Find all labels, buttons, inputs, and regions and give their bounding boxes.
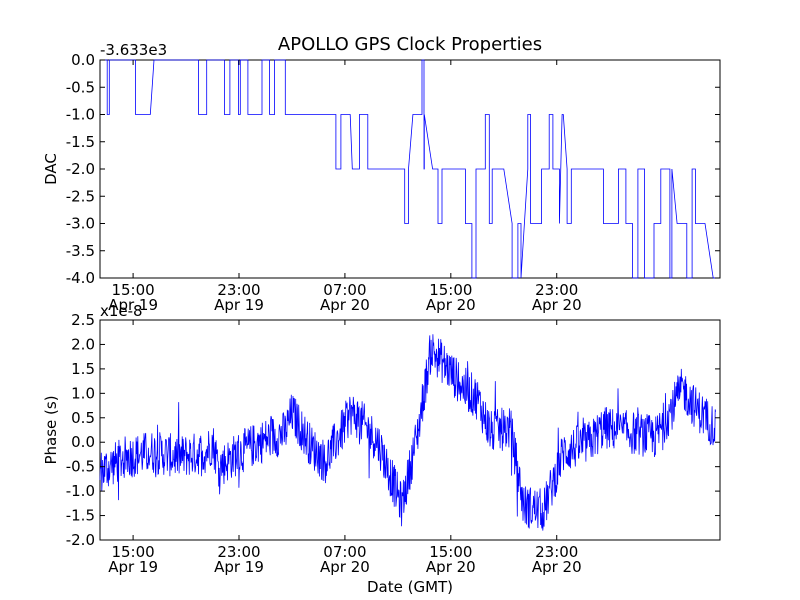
top-xtick-time: 15:00 xyxy=(111,281,154,299)
top-series-line xyxy=(100,59,716,279)
bottom-xtick-date: Apr 20 xyxy=(426,558,476,576)
top-xtick-time: 23:00 xyxy=(217,281,260,299)
top-xtick-date: Apr 19 xyxy=(214,296,264,314)
bottom-xtick-time: 23:00 xyxy=(535,543,578,561)
bottom-offset-text: x1e-8 xyxy=(100,302,143,320)
bottom-ylabel: Phase (s) xyxy=(42,395,60,464)
bottom-ytick-label: -0.5 xyxy=(66,458,95,476)
bottom-ytick-label: 0.0 xyxy=(71,433,95,451)
bottom-series-line xyxy=(99,334,716,531)
top-axes-frame xyxy=(99,59,721,279)
chart-title: APOLLO GPS Clock Properties xyxy=(278,34,542,55)
top-plot-area: 0.0 -0.5 -1.0 -1.5 -2.0 -2.5 -3.0 -3.5 -4.0 15:0… xyxy=(66,51,721,314)
top-xtick-date: Apr 20 xyxy=(320,296,370,314)
top-ytick-label: 0.0 xyxy=(71,51,95,69)
top-ylabel: DAC xyxy=(42,153,60,185)
bottom-ytick-label: 2.0 xyxy=(71,335,95,353)
top-ytick-label: -2.0 xyxy=(66,160,95,178)
bottom-xtick-date: Apr 19 xyxy=(108,558,158,576)
bottom-xtick-time: 15:00 xyxy=(111,543,154,561)
bottom-ytick-label: 1.0 xyxy=(71,384,95,402)
bottom-ytick-label: -2.0 xyxy=(66,531,95,549)
top-ytick-label: -0.5 xyxy=(66,78,95,96)
top-ytick-label: -3.5 xyxy=(66,242,95,260)
top-ytick-label: -1.0 xyxy=(66,106,95,124)
top-xtick-date: Apr 20 xyxy=(532,296,582,314)
bottom-xtick-date: Apr 20 xyxy=(532,558,582,576)
top-xtick-date: Apr 20 xyxy=(426,296,476,314)
bottom-ytick-label: 1.5 xyxy=(71,360,95,378)
bottom-xlabel: Date (GMT) xyxy=(367,578,453,596)
top-ytick-label: -3.0 xyxy=(66,215,95,233)
top-xtick-time: 15:00 xyxy=(429,281,472,299)
bottom-xtick-time: 07:00 xyxy=(323,543,366,561)
bottom-xtick-date: Apr 19 xyxy=(214,558,264,576)
bottom-plot-area: 2.5 2.0 1.5 1.0 0.5 0.0 -0.5 -1.0 -1.5 -2.0 15:00… xyxy=(66,311,721,576)
top-ytick-label: -4.0 xyxy=(66,269,95,287)
bottom-xtick-time: 15:00 xyxy=(429,543,472,561)
top-xtick-time: 07:00 xyxy=(323,281,366,299)
bottom-ytick-label: 0.5 xyxy=(71,409,95,427)
top-ytick-label: -2.5 xyxy=(66,187,95,205)
top-xtick-time: 23:00 xyxy=(535,281,578,299)
bottom-xtick-time: 23:00 xyxy=(217,543,260,561)
bottom-xtick-date: Apr 20 xyxy=(320,558,370,576)
bottom-ytick-label: 2.5 xyxy=(71,311,95,329)
bottom-ytick-label: -1.5 xyxy=(66,507,95,525)
top-offset-text: -3.633e3 xyxy=(100,41,167,59)
top-ytick-label: -1.5 xyxy=(66,133,95,151)
bottom-ytick-label: -1.0 xyxy=(66,482,95,500)
top-xtick-date: Apr 19 xyxy=(108,296,158,314)
